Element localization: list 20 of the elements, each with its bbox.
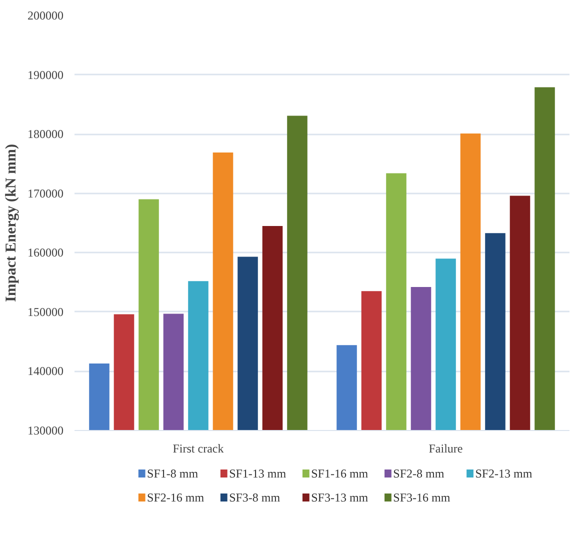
legend-label: SF1-13 mm xyxy=(229,466,287,480)
x-tick-label: Failure xyxy=(428,442,463,456)
legend-label: SF2-13 mm xyxy=(475,466,533,480)
y-tick-label: 150000 xyxy=(28,304,64,319)
y-tick-label: 170000 xyxy=(28,186,64,200)
y-tick-label: 160000 xyxy=(28,246,64,260)
legend-label: SF3-13 mm xyxy=(311,490,369,504)
legend-label: SF1-16 mm xyxy=(311,466,369,480)
y-axis-title: Impact Energy (kN mm) xyxy=(4,144,20,302)
legend-label: SF2-8 mm xyxy=(393,466,445,480)
legend-label: SF3-8 mm xyxy=(229,490,281,504)
legend-label: SF1-8 mm xyxy=(147,466,199,480)
x-tick-label: First crack xyxy=(172,442,224,456)
y-tick-label: 140000 xyxy=(28,364,64,378)
y-tick-label: 190000 xyxy=(28,68,64,82)
y-tick-label: 180000 xyxy=(28,127,64,142)
legend-label: SF3-16 mm xyxy=(393,490,451,504)
y-tick-label: 200000 xyxy=(28,8,64,22)
y-tick-label: 130000 xyxy=(28,424,64,438)
legend-label: SF2-16 mm xyxy=(147,490,205,504)
